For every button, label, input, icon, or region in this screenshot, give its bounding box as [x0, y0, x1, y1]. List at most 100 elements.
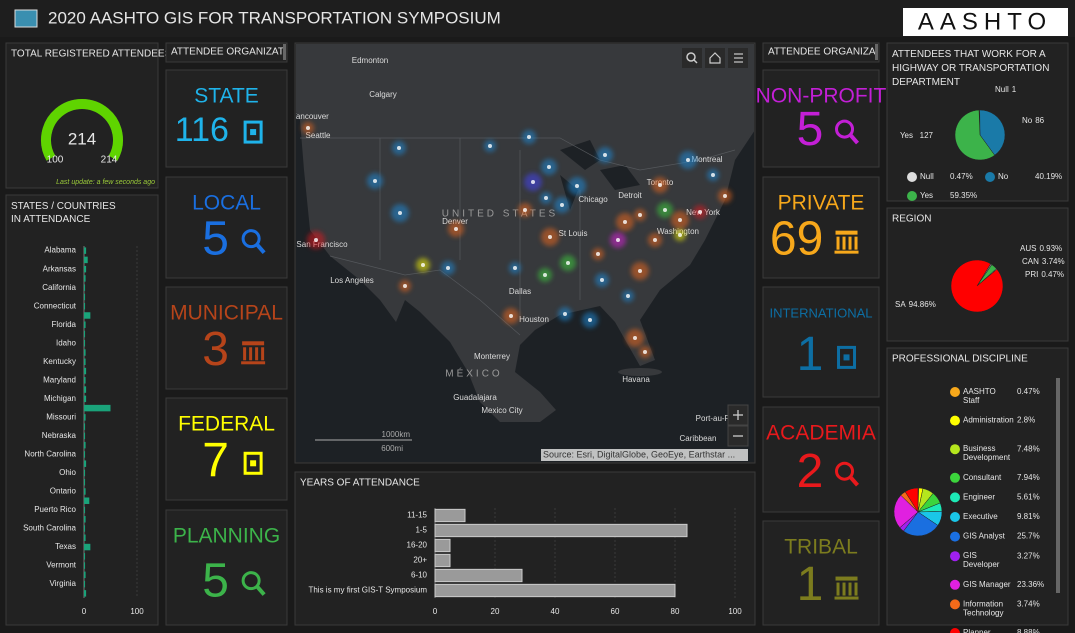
bar	[84, 562, 86, 569]
map-dot	[527, 135, 531, 139]
icon-part	[849, 475, 860, 487]
y-tick-label: Ontario	[50, 487, 77, 496]
bar	[84, 321, 86, 328]
panel	[762, 42, 880, 63]
map: Edmonton Calgary Vancouver Seattle UNITED ST…	[296, 44, 754, 462]
panel	[762, 69, 880, 168]
legend-value: 2.8%	[1017, 416, 1035, 425]
y-tick-label: Michigan	[44, 394, 76, 403]
legend-value: 3.74%	[1017, 600, 1040, 609]
pie-slice	[950, 259, 1004, 313]
map-dot	[560, 203, 564, 207]
map-tool[interactable]	[682, 48, 702, 68]
map-island	[618, 368, 662, 376]
y-tick-label: Virginia	[49, 579, 76, 588]
y-tick-label: 11-15	[407, 511, 427, 520]
gauge-max: 214	[101, 155, 118, 166]
map-dot	[523, 208, 527, 212]
legend-swatch	[950, 512, 960, 522]
card-label: LOCAL	[192, 192, 261, 215]
y-tick-label: South Carolina	[23, 524, 76, 533]
panel-title: ATTENDEE ORGANIZATION	[768, 47, 899, 58]
legend-swatch	[950, 599, 960, 610]
card-label: PRIVATE	[778, 192, 865, 215]
bar	[84, 543, 91, 551]
card-label: STATE	[194, 85, 259, 108]
bar	[434, 523, 688, 538]
map-label: MÉXICO	[445, 367, 502, 380]
panel	[762, 406, 880, 513]
icon-part	[835, 461, 855, 481]
bar	[84, 302, 86, 310]
map-dot	[653, 238, 657, 242]
map-dot	[548, 235, 552, 239]
legend-value: 25.7%	[1017, 532, 1040, 541]
bar	[84, 340, 86, 347]
panel	[165, 69, 288, 168]
map-dot	[678, 218, 682, 222]
map-dot	[454, 227, 458, 231]
map-borders	[300, 137, 736, 336]
bar	[84, 414, 86, 421]
map-label: Caribbean	[680, 434, 717, 443]
icon-part	[242, 341, 265, 346]
y-tick-label: Florida	[52, 320, 77, 329]
legend-value: 5.61%	[1017, 493, 1040, 502]
legend-swatch	[907, 172, 917, 182]
map-dot	[678, 233, 682, 237]
card-icon	[241, 341, 266, 365]
pie-slice	[893, 494, 919, 529]
legend-swatch	[985, 172, 995, 182]
map-scale-km: 1000km	[382, 430, 411, 439]
card-value: 5	[202, 212, 229, 265]
bar	[84, 571, 86, 579]
panel-title: TOTAL REGISTERED ATTENDEES	[11, 49, 172, 60]
bar	[84, 553, 86, 560]
gauge-value	[41, 99, 123, 161]
panel	[165, 397, 288, 501]
icon-part	[250, 129, 257, 136]
slice-name: Yes	[900, 131, 913, 140]
map-label: UNITED STATES	[442, 209, 558, 220]
map-label: Montreal	[691, 155, 722, 164]
map-label: Seattle	[306, 131, 331, 140]
icon-part	[843, 354, 850, 361]
y-tick-label: 6-10	[411, 571, 428, 580]
legend-swatch	[950, 531, 960, 542]
bar	[84, 478, 86, 486]
map-dot	[711, 173, 715, 177]
map-dot	[638, 269, 642, 273]
map-dot	[616, 238, 620, 242]
map-dot	[509, 314, 513, 318]
bar	[84, 469, 86, 477]
map-dot	[398, 211, 402, 215]
map-dot	[588, 318, 592, 322]
bar	[84, 497, 90, 504]
y-tick-label: Alabama	[44, 246, 76, 255]
icon-part	[854, 582, 858, 596]
panel-title: REGION	[892, 214, 931, 225]
y-tick-label: Nebraska	[42, 431, 77, 440]
icon-part	[842, 582, 846, 596]
map-dot	[643, 350, 647, 354]
attribution: Source: Esri, DigitalGlobe, GeoEye, Eart…	[543, 449, 735, 459]
map-dot	[513, 266, 517, 270]
map-label: Port-au-Pri	[696, 414, 735, 423]
slice-value: 86	[1035, 116, 1044, 125]
legend-name: Engineer	[963, 493, 995, 502]
panel	[762, 176, 880, 279]
y-tick-label: 1-5	[415, 526, 427, 535]
icon-part	[250, 460, 257, 467]
card-label: ACADEMIA	[766, 422, 876, 445]
y-tick-label: North Carolina	[24, 450, 76, 459]
map-tool[interactable]	[705, 48, 725, 68]
legend-name: Executive	[963, 512, 998, 521]
map-dot	[544, 196, 548, 200]
pie-slice	[904, 487, 919, 513]
legend-name: No	[998, 172, 1009, 181]
gauge-value-label: 214	[68, 129, 96, 148]
panel-title: STATES / COUNTRIES IN ATTENDANCE	[11, 201, 116, 225]
map-dot	[638, 213, 642, 217]
x-tick-label: 0	[433, 607, 438, 616]
bar	[84, 451, 86, 458]
